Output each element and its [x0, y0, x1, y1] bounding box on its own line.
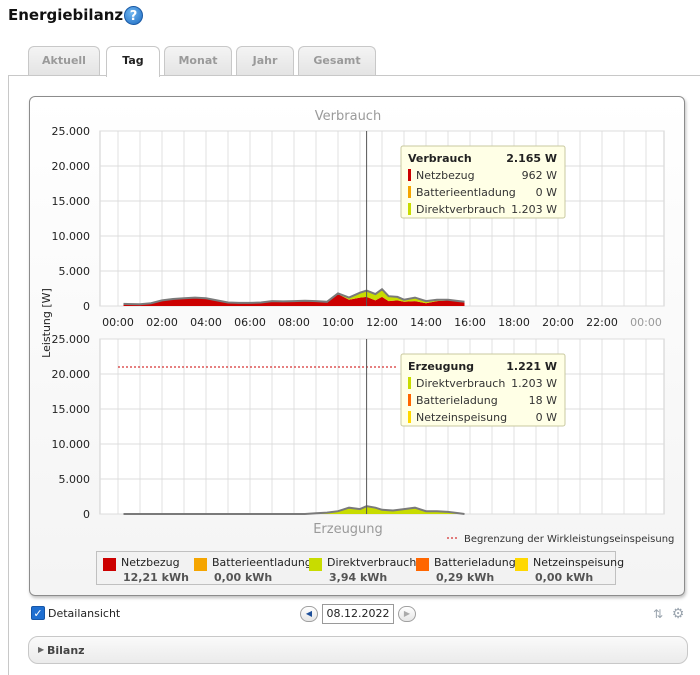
x-tick-label: 10:00 — [322, 316, 354, 329]
bilanz-label: Bilanz — [47, 644, 85, 657]
triangle-right-icon: ▶ — [403, 609, 411, 618]
y-tick-label: 20.000 — [52, 160, 91, 173]
tooltip-row-label: Direktverbrauch — [416, 377, 505, 390]
x-tick-label: 20:00 — [542, 316, 574, 329]
y-tick-label: 15.000 — [52, 403, 91, 416]
tooltip-row-value: 962 W — [522, 169, 557, 182]
controls-row: ✓ Detailansicht ◀ 08.12.2022 ▶ ⇅ ⚙ — [30, 604, 690, 626]
y-tick-label: 20.000 — [52, 368, 91, 381]
legend-value: 0,00 kWh — [535, 571, 594, 584]
tooltip-row-label: Netzeinspeisung — [416, 411, 507, 424]
y-axis-label: Leistung [W] — [40, 288, 53, 358]
legend-label: Batterieentladung — [212, 556, 312, 569]
y-tick-label: 10.000 — [52, 230, 91, 243]
legend-value: 0,00 kWh — [214, 571, 273, 584]
x-tick-label: 12:00 — [366, 316, 398, 329]
tooltip-total: 2.165 W — [506, 152, 557, 165]
tab-gesamt[interactable]: Gesamt — [298, 46, 376, 75]
triangle-left-icon: ◀ — [305, 609, 313, 618]
page-title: Energiebilanz — [8, 6, 124, 24]
tooltip-row-value: 0 W — [536, 186, 557, 199]
tooltip-title: Verbrauch — [408, 152, 472, 165]
legend: Netzbezug 12,21 kWh Batterieentladung 0,… — [96, 551, 624, 585]
y-tick-label: 25.000 — [52, 125, 91, 138]
help-icon[interactable]: ? — [124, 6, 143, 25]
tooltip-swatch — [408, 169, 411, 181]
tooltip-row-value: 1.203 W — [511, 203, 557, 216]
tab-aktuell[interactable]: Aktuell — [28, 46, 100, 75]
total-outline — [123, 505, 465, 515]
tooltip-swatch — [408, 203, 411, 215]
x-tick-label: 06:00 — [234, 316, 266, 329]
x-tick-label: 18:00 — [498, 316, 530, 329]
y-tick-label: 0 — [83, 508, 90, 521]
legend-swatch — [194, 558, 207, 571]
x-tick-label: 16:00 — [454, 316, 486, 329]
limit-legend-label: Begrenzung der Wirkleistungseinspeisung — [464, 534, 674, 545]
x-tick-label: 04:00 — [190, 316, 222, 329]
legend-label: Netzeinspeisung — [533, 556, 625, 569]
series-area-direktverbrauch — [123, 506, 465, 514]
tooltip-row-label: Netzbezug — [416, 169, 475, 182]
legend-swatch — [416, 558, 429, 571]
next-day-button[interactable]: ▶ — [398, 606, 416, 622]
tooltip-swatch — [408, 377, 411, 389]
legend-label: Netzbezug — [121, 556, 180, 569]
y-tick-label: 5.000 — [59, 265, 91, 278]
legend-value: 12,21 kWh — [123, 571, 189, 584]
total-outline — [123, 287, 465, 306]
legend-swatch — [515, 558, 528, 571]
x-tick-label: 08:00 — [278, 316, 310, 329]
tooltip-swatch — [408, 411, 411, 423]
series-area-direktverbrauch — [123, 289, 465, 305]
y-tick-label: 0 — [83, 300, 90, 313]
x-tick-label: 00:00 — [102, 316, 134, 329]
y-tick-label: 25.000 — [52, 333, 91, 346]
legend-value: 3,94 kWh — [329, 571, 388, 584]
legend-label: Direktverbrauch — [327, 556, 417, 569]
x-tick-label: 22:00 — [586, 316, 618, 329]
y-tick-label: 5.000 — [59, 473, 91, 486]
tooltip-row-value: 1.203 W — [511, 377, 557, 390]
tooltip-swatch — [408, 394, 411, 406]
legend-value: 0,29 kWh — [436, 571, 495, 584]
tab-monat[interactable]: Monat — [164, 46, 232, 75]
bottom-chart-title: Erzeugung — [313, 522, 383, 537]
triangle-right-icon: ▶ — [38, 645, 45, 654]
series-area-netzbezug — [123, 294, 465, 306]
detail-checkbox[interactable]: ✓ — [31, 606, 45, 620]
tooltip-row-label: Batterieladung — [416, 394, 498, 407]
tab-tag[interactable]: Tag — [106, 46, 160, 77]
tab-jahr[interactable]: Jahr — [236, 46, 294, 75]
x-tick-label: 14:00 — [410, 316, 442, 329]
y-tick-label: 10.000 — [52, 438, 91, 451]
sort-numeric-icon[interactable]: ⇅ — [652, 607, 664, 621]
y-tick-label: 15.000 — [52, 195, 91, 208]
date-input[interactable]: 08.12.2022 — [322, 604, 394, 624]
x-tick-label: 00:00 — [630, 316, 662, 329]
tooltip-row-label: Batterieentladung — [416, 186, 516, 199]
top-chart-title: Verbrauch — [315, 109, 381, 124]
gear-icon[interactable]: ⚙ — [671, 606, 685, 622]
x-tick-label: 02:00 — [146, 316, 178, 329]
detail-checkbox-label[interactable]: Detailansicht — [48, 607, 121, 620]
tooltip-row-value: 18 W — [529, 394, 557, 407]
legend-swatch — [103, 558, 116, 571]
bilanz-section-header[interactable]: ▶ Bilanz — [28, 636, 688, 664]
tooltip-row-label: Direktverbrauch — [416, 203, 505, 216]
tooltip-box — [400, 145, 566, 219]
tooltip-box — [400, 353, 566, 427]
tooltip-swatch — [408, 186, 411, 198]
prev-day-button[interactable]: ◀ — [300, 606, 318, 622]
tab-content-panel — [8, 75, 700, 675]
tooltip-total: 1.221 W — [506, 360, 557, 373]
legend-swatch — [309, 558, 322, 571]
tooltip-row-value: 0 W — [536, 411, 557, 424]
tooltip-title: Erzeugung — [408, 360, 474, 373]
legend-label: Batterieladung — [434, 556, 516, 569]
